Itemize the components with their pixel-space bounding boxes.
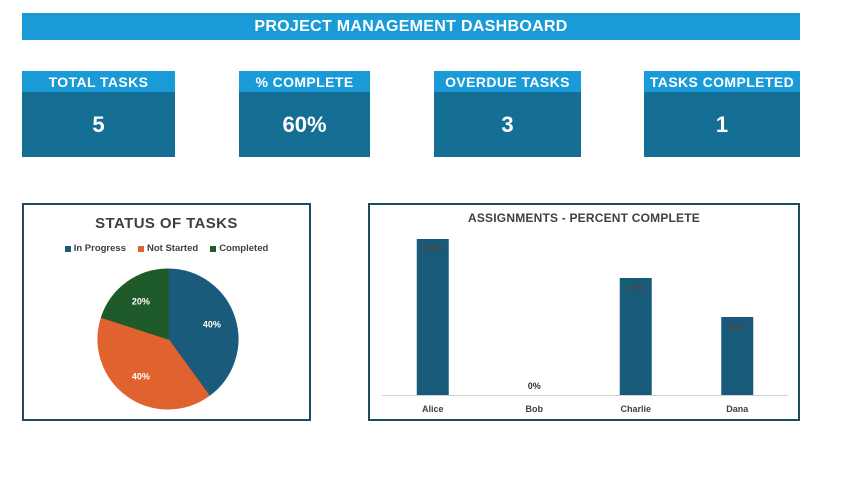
kpi-overdue-tasks: OVERDUE TASKS 3 xyxy=(434,71,581,157)
pie-chart-title: STATUS OF TASKS xyxy=(95,215,238,232)
dashboard-title: PROJECT MANAGEMENT DASHBOARD xyxy=(22,13,800,40)
legend-item-in-progress: In Progress xyxy=(64,243,126,254)
legend-swatch xyxy=(210,245,217,252)
bar-chart: 100% Alice 0% Bob 75% Charlie 50% Dana xyxy=(382,239,788,414)
legend-item-not-started: Not Started xyxy=(137,243,199,254)
pie-slice-completed xyxy=(100,268,169,340)
kpi-tasks-completed: TASKS COMPLETED 1 xyxy=(644,71,800,157)
bar-charlie xyxy=(619,278,652,395)
pie-legend: In Progress Not Started Completed xyxy=(24,243,309,254)
kpi-label: TASKS COMPLETED xyxy=(644,71,800,92)
bar-alice xyxy=(416,239,449,395)
assignments-bar-panel: ASSIGNMENTS - PERCENT COMPLETE 100% Alice… xyxy=(368,203,800,421)
x-tick-label: Alice xyxy=(422,404,444,414)
legend-swatch xyxy=(137,245,144,252)
pie-chart: 40% 40% 20% xyxy=(97,268,239,410)
bar-data-label: 100% xyxy=(421,244,444,254)
pie-data-label: 20% xyxy=(132,297,150,307)
kpi-total-tasks: TOTAL TASKS 5 xyxy=(22,71,175,157)
bar-data-label: 0% xyxy=(528,381,541,391)
bar-dana xyxy=(721,317,754,395)
legend-swatch xyxy=(64,245,71,252)
pie-data-label: 40% xyxy=(203,320,221,330)
pie-data-label: 40% xyxy=(132,371,150,381)
kpi-value: 60% xyxy=(239,92,370,157)
kpi-value: 3 xyxy=(434,92,581,157)
legend-label: In Progress xyxy=(73,243,126,254)
kpi-value: 1 xyxy=(644,92,800,157)
legend-item-completed: Completed xyxy=(210,243,268,254)
kpi-label: OVERDUE TASKS xyxy=(434,71,581,92)
x-tick-label: Charlie xyxy=(620,404,651,414)
pie-slice-not-started xyxy=(97,316,210,410)
x-tick-label: Dana xyxy=(726,404,749,414)
x-tick-label: Bob xyxy=(526,404,544,414)
status-pie-panel: STATUS OF TASKS In Progress Not Started … xyxy=(22,203,311,421)
bar-chart-title: ASSIGNMENTS - PERCENT COMPLETE xyxy=(467,211,700,225)
legend-label: Completed xyxy=(219,243,269,254)
kpi-percent-complete: % COMPLETE 60% xyxy=(239,71,370,157)
kpi-label: TOTAL TASKS xyxy=(22,71,175,92)
bar-data-label: 50% xyxy=(728,322,746,332)
bar-data-label: 75% xyxy=(627,283,645,293)
kpi-label: % COMPLETE xyxy=(239,71,370,92)
kpi-value: 5 xyxy=(22,92,175,157)
pie-slice-in-progress xyxy=(167,268,239,397)
legend-label: Not Started xyxy=(146,243,199,254)
